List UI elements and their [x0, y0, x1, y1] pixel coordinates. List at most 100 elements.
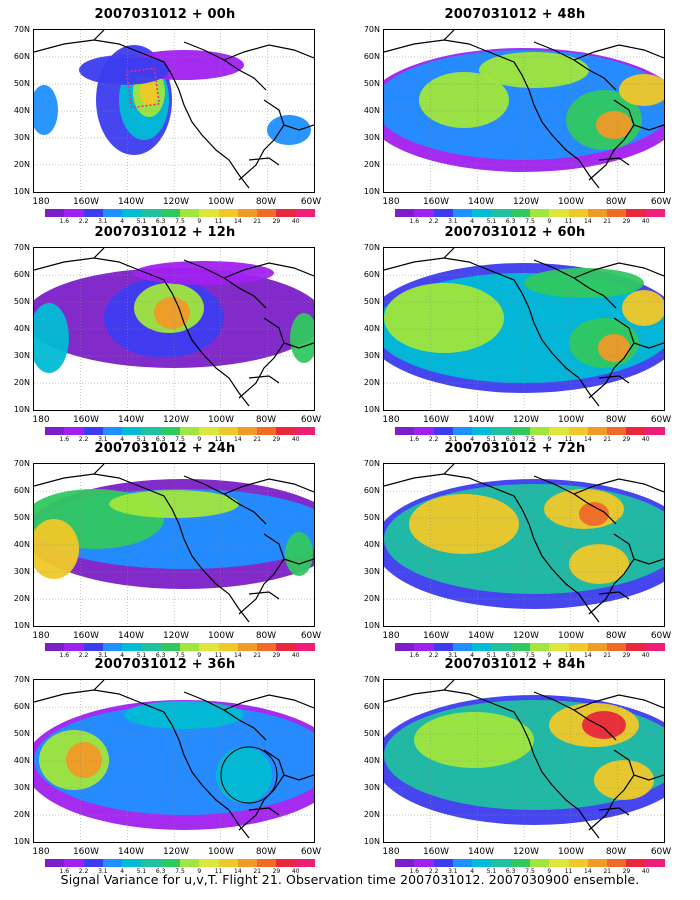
- colorbar-segment: [414, 427, 434, 435]
- colorbar-segment: [510, 209, 530, 217]
- colorbar-label: 1.6: [59, 218, 70, 225]
- colorbar-label: 40: [641, 652, 650, 659]
- colorbar-label: 29: [622, 436, 631, 443]
- colorbar-label: 14: [584, 436, 592, 443]
- colorbar-segment: [160, 859, 180, 867]
- colorbar-segment: [433, 209, 453, 217]
- colorbar: [395, 427, 665, 435]
- colorbar-label: 9: [197, 218, 202, 225]
- colorbar-label: 2.2: [78, 218, 89, 225]
- variance-contour: [479, 52, 589, 88]
- colorbar-segment: [45, 427, 65, 435]
- colorbar-label: 7.5: [175, 218, 185, 225]
- colorbar-segment: [83, 209, 103, 217]
- colorbar-label: 14: [584, 868, 592, 875]
- colorbar-label: 21: [603, 218, 611, 225]
- latitude-label: 30N: [363, 783, 380, 792]
- latitude-label: 40N: [363, 756, 380, 765]
- colorbar-label: 14: [234, 218, 242, 225]
- colorbar-segment: [83, 643, 103, 651]
- colorbar-segment: [276, 643, 296, 651]
- colorbar-segment: [160, 209, 180, 217]
- panel-title: 2007031012 + 00h: [94, 7, 236, 22]
- variance-contour: [622, 290, 664, 326]
- longitude-label: 120W: [162, 631, 190, 641]
- colorbar-segment: [64, 427, 84, 435]
- variance-contour: [619, 74, 664, 106]
- latitude-label: 30N: [363, 567, 380, 576]
- latitude-label: 20N: [363, 378, 380, 387]
- longitude-label: 100W: [207, 197, 235, 207]
- latitude-label: 70N: [13, 25, 30, 34]
- colorbar-label: 11: [564, 218, 573, 225]
- colorbar-segment: [414, 643, 434, 651]
- latitude-label: 50N: [363, 729, 380, 738]
- colorbar-label: 4: [120, 436, 125, 443]
- colorbar-label: 21: [253, 868, 261, 875]
- longitude-label: 140W: [117, 415, 145, 425]
- colorbar-segment: [102, 859, 123, 867]
- colorbar-label: 4: [470, 652, 475, 659]
- colorbar-segment: [472, 859, 492, 867]
- colorbar-label: 21: [253, 218, 261, 225]
- longitude-label: 60W: [300, 847, 322, 857]
- latitude-label: 50N: [363, 297, 380, 306]
- variance-map: [383, 679, 665, 843]
- longitude-label: 180: [32, 847, 50, 857]
- latitude-label: 50N: [363, 79, 380, 88]
- colorbar-label: 11: [564, 868, 573, 875]
- colorbar-segment: [102, 427, 123, 435]
- colorbar-segment: [645, 859, 665, 867]
- coastline: [34, 464, 314, 623]
- latitude-label: 70N: [13, 459, 30, 468]
- colorbar-label: 5.1: [136, 652, 147, 659]
- colorbar-label: 40: [291, 652, 300, 659]
- colorbar-label: 3.1: [448, 436, 458, 443]
- longitude-label: 120W: [512, 847, 540, 857]
- variance-contour: [34, 303, 69, 373]
- colorbar-segment: [199, 209, 219, 217]
- colorbar-segment: [491, 643, 511, 651]
- longitude-label: 140W: [467, 631, 495, 641]
- colorbar-segment: [276, 427, 296, 435]
- colorbar-segment: [549, 643, 569, 651]
- latitude-label: 50N: [13, 79, 30, 88]
- longitude-label: 180: [32, 415, 50, 425]
- coastline: [384, 464, 664, 623]
- colorbar-label: 6.3: [505, 218, 516, 225]
- longitude-label: 160W: [422, 197, 450, 207]
- colorbar-label: 4: [470, 436, 475, 443]
- colorbar-segment: [218, 859, 238, 867]
- colorbar-label: 5.1: [136, 436, 147, 443]
- latitude-label: 50N: [363, 513, 380, 522]
- colorbar-label: 4: [120, 868, 125, 875]
- colorbar-segment: [141, 209, 161, 217]
- longitude-label: 80W: [255, 197, 277, 207]
- colorbar-label: 11: [564, 652, 573, 659]
- colorbar-segment: [237, 643, 258, 651]
- circle-annotation: [220, 746, 278, 804]
- colorbar-segment: [237, 427, 258, 435]
- longitude-label: 100W: [207, 631, 235, 641]
- longitude-label: 160W: [422, 847, 450, 857]
- contour-field: [34, 30, 314, 192]
- colorbar-label: 14: [234, 436, 242, 443]
- panel-title: 2007031012 + 24h: [94, 441, 236, 456]
- variance-contour: [216, 747, 272, 803]
- colorbar-segment: [45, 209, 65, 217]
- colorbar-segment: [549, 209, 569, 217]
- longitude-label: 60W: [650, 631, 672, 641]
- longitude-label: 80W: [255, 847, 277, 857]
- longitude-label: 60W: [300, 631, 322, 641]
- colorbar: [395, 859, 665, 867]
- latitude-label: 40N: [13, 756, 30, 765]
- colorbar-segment: [141, 643, 161, 651]
- colorbar-segment: [45, 859, 65, 867]
- longitude-label: 60W: [650, 847, 672, 857]
- colorbar-segment: [64, 643, 84, 651]
- colorbar-segment: [237, 209, 258, 217]
- colorbar-segment: [179, 427, 200, 435]
- colorbar-label: 29: [622, 218, 631, 225]
- variance-map: [383, 463, 665, 627]
- colorbar-label: 14: [584, 218, 592, 225]
